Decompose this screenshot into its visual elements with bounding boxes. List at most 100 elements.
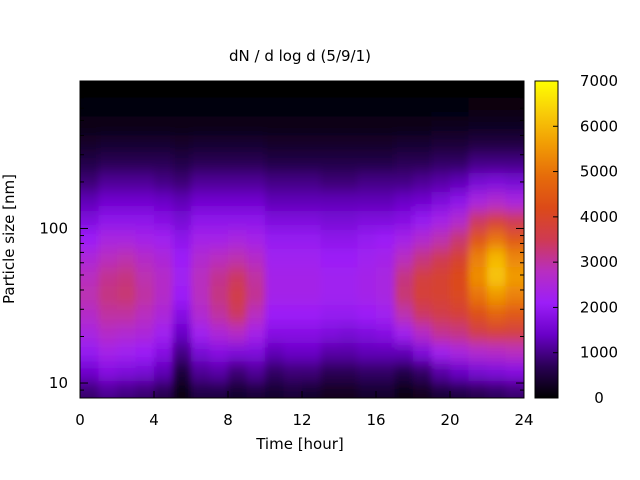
heatmap-cell xyxy=(302,81,322,98)
heatmap-cell xyxy=(431,81,451,98)
heatmap-cell xyxy=(191,266,211,287)
heatmap-cell xyxy=(339,191,359,211)
heatmap-cell xyxy=(450,342,470,362)
heatmap-cell xyxy=(209,247,229,268)
x-tick-label: 16 xyxy=(366,411,385,429)
heatmap-cell xyxy=(302,172,322,192)
heatmap-cell xyxy=(339,304,359,325)
heatmap-cell xyxy=(209,191,229,211)
heatmap-cell xyxy=(265,81,285,98)
heatmap-cell xyxy=(135,266,155,287)
heatmap-cell xyxy=(98,247,118,268)
heatmap-cell xyxy=(431,323,451,343)
heatmap-cell xyxy=(98,342,118,362)
heatmap-cell xyxy=(357,266,377,287)
heatmap-cell xyxy=(98,210,118,230)
heatmap-cell xyxy=(320,172,340,192)
colorbar-tick-label: 0 xyxy=(594,389,604,407)
heatmap-cell xyxy=(117,323,137,343)
heatmap-cell xyxy=(172,247,192,268)
heatmap-cell xyxy=(487,304,507,325)
heatmap-cell xyxy=(302,285,322,306)
heatmap-cell xyxy=(283,247,303,268)
heatmap-cell xyxy=(246,81,266,98)
heatmap-cell xyxy=(154,247,174,268)
heatmap-cell xyxy=(339,81,359,98)
heatmap-cell xyxy=(283,115,303,136)
heatmap-cell xyxy=(154,210,174,230)
heatmap-cell xyxy=(98,266,118,287)
heatmap-cell xyxy=(80,115,100,136)
heatmap-cell xyxy=(357,97,377,117)
heatmap-cell xyxy=(357,115,377,136)
heatmap-cell xyxy=(320,361,340,382)
heatmap-cell xyxy=(209,81,229,98)
heatmap-cell xyxy=(505,81,524,98)
heatmap-cell xyxy=(191,285,211,306)
heatmap-cell xyxy=(209,115,229,136)
heatmap-cell xyxy=(487,115,507,136)
heatmap-cell xyxy=(209,229,229,249)
heatmap-cell xyxy=(339,115,359,136)
heatmap-cell xyxy=(357,323,377,343)
heatmap-cell xyxy=(376,97,396,117)
heatmap-cell xyxy=(468,285,488,306)
heatmap-cell xyxy=(376,115,396,136)
heatmap-cell xyxy=(265,172,285,192)
colorbar-tick-label: 5000 xyxy=(580,163,618,181)
heatmap-cell xyxy=(246,361,266,382)
heatmap-cell xyxy=(80,323,100,343)
heatmap-cell xyxy=(450,153,470,174)
heatmap-cell xyxy=(98,304,118,325)
heatmap-cell xyxy=(228,172,248,192)
heatmap-cell xyxy=(191,172,211,192)
heatmap-cell xyxy=(191,97,211,117)
heatmap-cell xyxy=(320,342,340,362)
heatmap-cell xyxy=(246,172,266,192)
heatmap-cell xyxy=(154,380,174,398)
heatmap-cell xyxy=(246,229,266,249)
heatmap-cell xyxy=(191,380,211,398)
heatmap-cell xyxy=(450,97,470,117)
heatmap-cell xyxy=(209,285,229,306)
heatmap-cell xyxy=(228,210,248,230)
heatmap-cell xyxy=(172,361,192,382)
heatmap-cell xyxy=(357,191,377,211)
heatmap-cell xyxy=(228,115,248,136)
heatmap-cell xyxy=(487,285,507,306)
heatmap-cell xyxy=(450,304,470,325)
heatmap-cell xyxy=(246,266,266,287)
heatmap-cell xyxy=(246,342,266,362)
heatmap-cell xyxy=(228,153,248,174)
heatmap-cell xyxy=(302,380,322,398)
heatmap-cell xyxy=(135,323,155,343)
heatmap-cell xyxy=(246,115,266,136)
heatmap-cell xyxy=(376,210,396,230)
heatmap-cell xyxy=(320,153,340,174)
heatmap-cell xyxy=(450,210,470,230)
heatmap-cell xyxy=(283,172,303,192)
heatmap-cell xyxy=(135,342,155,362)
heatmap-cell xyxy=(413,266,433,287)
heatmap-cell xyxy=(172,153,192,174)
heatmap-cell xyxy=(154,97,174,117)
heatmap-cell xyxy=(450,229,470,249)
heatmap-cell xyxy=(376,172,396,192)
heatmap-cell xyxy=(80,81,100,98)
heatmap-cell xyxy=(468,115,488,136)
heatmap-cell xyxy=(505,342,524,362)
heatmap-cell xyxy=(394,247,414,268)
heatmap-cell xyxy=(394,380,414,398)
heatmap-cell xyxy=(154,266,174,287)
heatmap-cell xyxy=(394,323,414,343)
heatmap-cell xyxy=(154,304,174,325)
heatmap-cell xyxy=(487,172,507,192)
heatmap-cell xyxy=(450,380,470,398)
heatmap-cell xyxy=(191,115,211,136)
heatmap-cell xyxy=(283,229,303,249)
heatmap-cell xyxy=(80,342,100,362)
heatmap-cell xyxy=(246,191,266,211)
heatmap-cell xyxy=(394,304,414,325)
heatmap-cell xyxy=(283,210,303,230)
heatmap-cell xyxy=(468,229,488,249)
